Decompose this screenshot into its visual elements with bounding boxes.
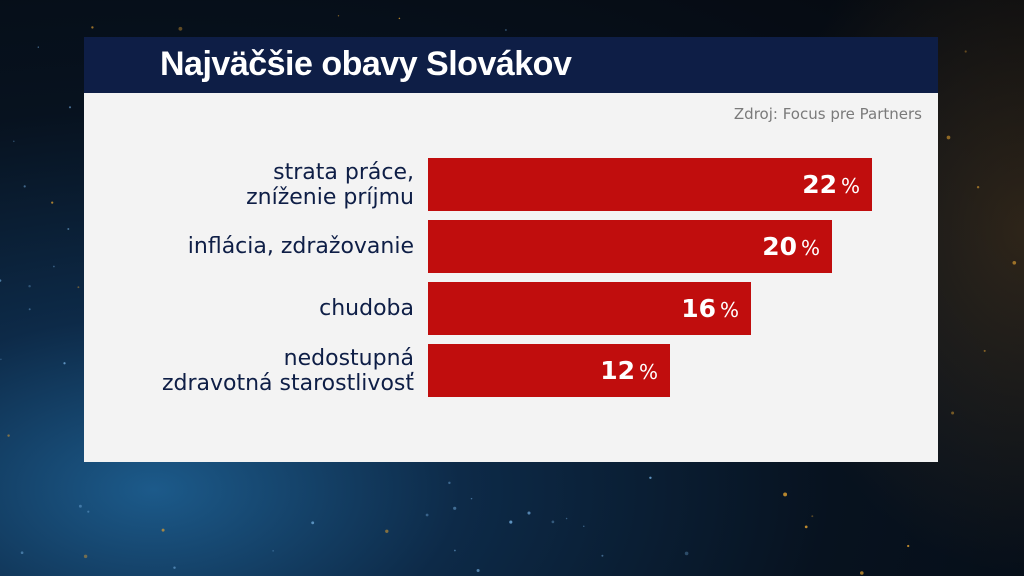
background-dot — [7, 434, 10, 437]
background-dot — [28, 284, 31, 288]
value-unit: % — [638, 360, 658, 384]
background-dot — [28, 308, 31, 311]
background-dot — [684, 551, 689, 556]
background-dot — [161, 528, 165, 532]
category-label: nedostupná zdravotná starostlivosť — [161, 345, 414, 396]
background-dot — [470, 497, 473, 500]
background-dot — [178, 26, 183, 31]
background-dot — [983, 349, 986, 352]
background-dot — [20, 551, 24, 555]
background-dot — [51, 201, 54, 204]
background-dot — [91, 26, 94, 29]
background-dot — [907, 544, 910, 548]
background-dot — [783, 492, 788, 497]
value-unit: % — [719, 298, 739, 322]
background-dot — [23, 185, 26, 188]
background-dot — [476, 568, 480, 573]
background-dot — [946, 135, 951, 140]
background-dot — [583, 525, 585, 527]
background-dot — [504, 29, 507, 31]
value-label: 12% — [560, 344, 658, 399]
background-dot — [811, 515, 814, 518]
background-dot — [67, 228, 70, 230]
background-dot — [454, 549, 456, 552]
background-dot — [87, 510, 90, 513]
bar — [428, 344, 670, 397]
bar-chart: strata práce, zníženie príjmu 22% inflácia… — [84, 37, 938, 462]
background-dot — [551, 520, 555, 524]
background-dot — [565, 517, 568, 520]
background-dot — [860, 571, 864, 575]
background-dot — [53, 265, 55, 268]
value-number: 12 — [600, 356, 635, 385]
background-dot — [951, 411, 955, 415]
background-dot — [453, 506, 457, 510]
background-dot — [83, 554, 88, 559]
category-label: strata práce, zníženie príjmu — [246, 159, 414, 210]
background-dot — [68, 106, 72, 109]
bar — [428, 158, 872, 211]
background-dot — [78, 504, 82, 508]
background-dot — [448, 481, 451, 485]
value-label: 20% — [722, 220, 820, 275]
bar — [428, 220, 832, 273]
category-label: chudoba — [319, 296, 414, 321]
background-dot — [1012, 260, 1017, 265]
background-dot — [0, 279, 2, 282]
value-label: 16% — [641, 282, 739, 337]
value-unit: % — [840, 174, 860, 198]
background-dot — [649, 476, 652, 480]
background-dot — [804, 525, 808, 529]
bar — [428, 282, 751, 335]
source-label: Zdroj: Focus pre Partners — [733, 105, 922, 123]
background-dot — [398, 17, 401, 20]
category-label: inflácia, zdražovanie — [187, 234, 414, 259]
background-dot — [173, 566, 176, 569]
background-dot — [337, 15, 340, 17]
background-dot — [976, 185, 980, 189]
background-dot — [527, 511, 531, 515]
background-dot — [13, 140, 15, 143]
background-dot — [964, 50, 967, 53]
title-bar: Najväčšie obavy Slovákov — [84, 37, 938, 93]
background-dot — [385, 529, 389, 533]
background-dot — [311, 521, 315, 525]
background-dot — [0, 358, 2, 361]
background-dot — [272, 550, 274, 552]
background-dot — [601, 554, 604, 557]
value-number: 22 — [802, 170, 837, 199]
background-dot — [77, 286, 80, 289]
value-label: 22% — [762, 158, 860, 213]
chart-title: Najväčšie obavy Slovákov — [160, 45, 572, 83]
background-dot — [425, 513, 429, 517]
background-dot — [63, 362, 66, 365]
value-number: 16 — [681, 294, 716, 323]
background-dot — [37, 46, 39, 48]
value-unit: % — [800, 236, 820, 260]
chart-card: Najväčšie obavy Slovákov Zdroj: Focus pr… — [84, 37, 938, 462]
background-dot — [509, 520, 513, 524]
value-number: 20 — [762, 232, 797, 261]
